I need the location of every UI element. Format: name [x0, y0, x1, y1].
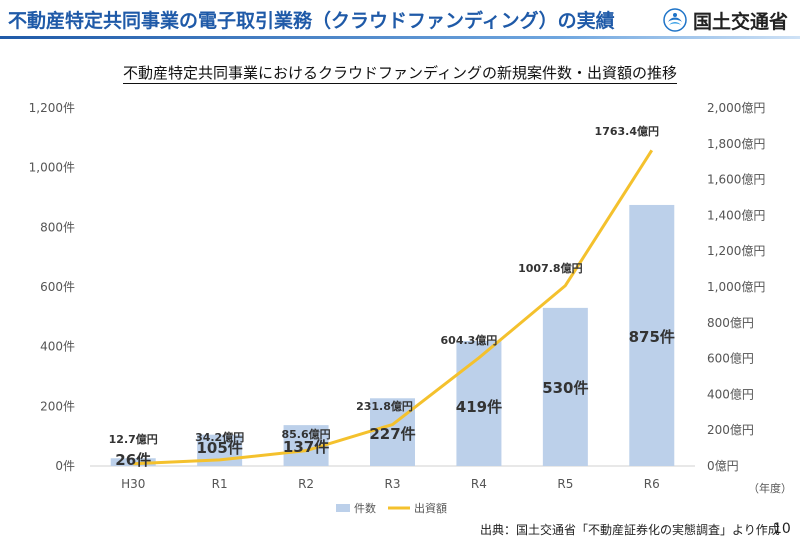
logo-text: 国土交通省 [692, 10, 788, 33]
legend-swatch-件数 [336, 504, 350, 512]
y-right-tick-label: 1,400億円 [707, 208, 765, 222]
x-tick-label: R2 [298, 477, 314, 491]
x-tick-label: R3 [385, 477, 401, 491]
bar-data-label: 137件 [283, 438, 329, 456]
line-data-label: 12.7億円 [109, 432, 158, 446]
mlit-logo-icon [663, 8, 687, 32]
legend-label-件数: 件数 [354, 502, 376, 515]
bar-data-label: 530件 [542, 379, 588, 397]
y-right-tick-label: 1,000億円 [707, 280, 765, 294]
line-data-label: 231.8億円 [356, 399, 413, 413]
line-data-label: 85.6億円 [282, 427, 331, 441]
line-data-label: 604.3億円 [441, 333, 498, 347]
x-tick-label: R6 [644, 477, 660, 491]
y-left-tick-label: 1,000件 [29, 161, 75, 175]
line-data-label: 34.2億円 [195, 430, 244, 444]
source-note: 出典：国土交通省「不動産証券化の実態調査」より作成 [480, 523, 780, 537]
y-right-tick-label: 600億円 [707, 352, 754, 366]
bar-H30 [110, 458, 156, 466]
bar-R4 [456, 340, 502, 466]
bar-R6 [629, 204, 675, 467]
bar-data-label: 227件 [369, 425, 415, 443]
bar-data-label: 419件 [456, 398, 502, 416]
y-right-tick-label: 400億円 [707, 387, 754, 401]
chart-title-wrap: 不動産特定共同事業におけるクラウドファンディングの新規案件数・出資額の推移 [0, 62, 800, 84]
y-right-tick-label: 0億円 [707, 459, 739, 473]
line-data-label: 1007.8億円 [518, 261, 582, 275]
chart-title: 不動産特定共同事業におけるクラウドファンディングの新規案件数・出資額の推移 [123, 64, 677, 84]
y-right-tick-label: 1,800億円 [707, 137, 765, 151]
x-axis-unit: （年度） [748, 481, 792, 495]
x-tick-label: R4 [471, 477, 487, 491]
y-left-tick-label: 400件 [40, 340, 75, 354]
legend-label-出資額: 出資額 [414, 501, 447, 515]
logo: 国土交通省 [663, 6, 788, 34]
bar-data-label: 875件 [629, 328, 675, 346]
bar-R5 [542, 307, 588, 466]
y-right-tick-label: 1,600億円 [707, 173, 765, 187]
header: 不動産特定共同事業の電子取引業務（クラウドファンディング）の実績 国土交通省 [0, 0, 800, 40]
line-series-出資額 [133, 149, 654, 466]
y-right-tick-label: 1,200億円 [707, 244, 765, 258]
y-left-tick-label: 0件 [55, 459, 75, 473]
bar-data-label: 26件 [115, 451, 151, 469]
bar-R3 [370, 398, 415, 466]
page-number: 10 [773, 521, 791, 537]
y-right-tick-label: 200億円 [707, 423, 754, 437]
y-left-tick-label: 1,200件 [29, 101, 75, 115]
title-rule [0, 36, 800, 39]
line-data-label: 1763.4億円 [595, 124, 659, 138]
y-right-tick-label: 2,000億円 [707, 101, 765, 115]
x-tick-label: H30 [121, 477, 145, 491]
bar-data-label: 105件 [196, 439, 242, 457]
page-title: 不動産特定共同事業の電子取引業務（クラウドファンディング）の実績 [8, 10, 615, 32]
y-left-tick-label: 800件 [40, 220, 75, 234]
y-right-tick-label: 800億円 [707, 316, 754, 330]
x-tick-label: R1 [212, 477, 228, 491]
x-tick-label: R5 [557, 477, 573, 491]
y-left-tick-label: 600件 [40, 280, 75, 294]
y-left-tick-label: 200件 [40, 399, 75, 413]
